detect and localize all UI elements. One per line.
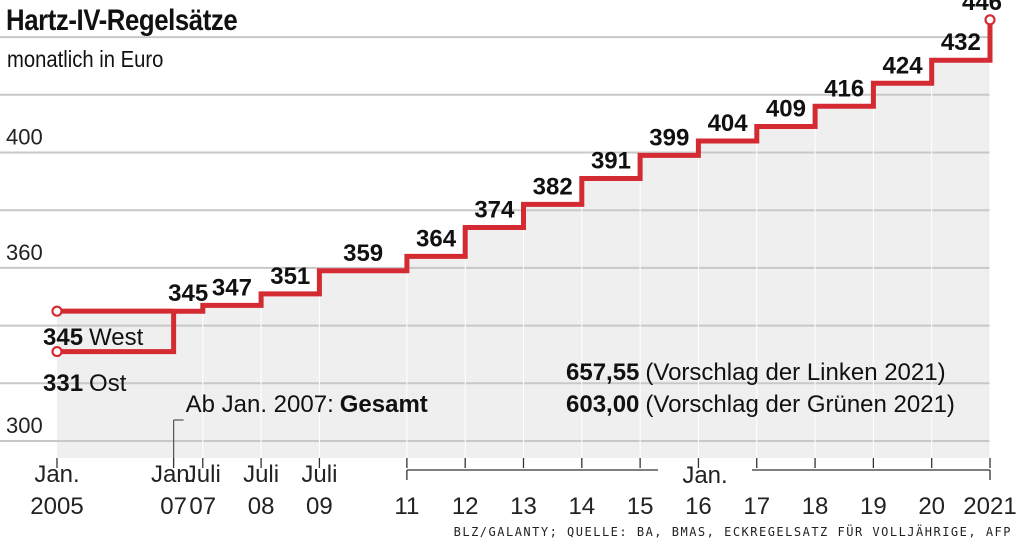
x-tick-label-top: Juli (301, 461, 337, 488)
ost-annotation: 331 Ost (43, 370, 127, 397)
x-tick-label: 2021 (963, 493, 1016, 520)
chart-subtitle: monatlich in Euro (7, 46, 164, 72)
west-value: 345 (43, 324, 83, 351)
linke-proposal: 657,55 (Vorschlag der Linken 2021) (566, 359, 946, 386)
ost-label: Ost (89, 370, 127, 397)
data-label-404: 404 (708, 110, 749, 137)
data-label-432: 432 (941, 29, 981, 56)
source-credit: BLZ/GALANTY; QUELLE: BA, BMAS, ECKREGELS… (453, 525, 1012, 539)
data-label-399: 399 (649, 124, 689, 151)
data-label-351: 351 (270, 263, 310, 290)
data-label-345: 345 (168, 280, 208, 307)
data-label-416: 416 (824, 75, 864, 102)
x-tick-label-top: Jan. (34, 461, 79, 488)
series-line-ost (57, 311, 177, 355)
series-line-gesamt (173, 19, 993, 314)
x-tick-label: 12 (452, 493, 479, 520)
x-tick-label: 14 (568, 493, 595, 520)
x-tick-label: 15 (627, 493, 654, 520)
x-tick-label: 18 (802, 493, 829, 520)
y-tick-label-400: 400 (6, 125, 43, 150)
ost-value: 331 (43, 370, 83, 397)
linke-label: (Vorschlag der Linken 2021) (645, 359, 945, 386)
x-tick-label: 17 (743, 493, 770, 520)
gesamt-prefix: Ab Jan. 2007: (186, 391, 334, 418)
x-tick-label-top: Jan. (151, 461, 196, 488)
x-tick-label: 08 (248, 493, 275, 520)
y-tick-label-360: 360 (6, 240, 43, 265)
data-label-446: 446 (962, 0, 1002, 16)
data-label-374: 374 (474, 197, 515, 224)
data-label-424: 424 (883, 52, 924, 79)
gesamt-annotation: Ab Jan. 2007: Gesamt (186, 391, 428, 418)
gesamt-bold: Gesamt (340, 391, 428, 418)
x-tick-label-top: Juli (243, 461, 279, 488)
gruene-label: (Vorschlag der Grünen 2021) (645, 391, 955, 418)
endpoint-marker (51, 305, 63, 317)
x-tick-label: 11 (394, 493, 419, 520)
gruene-value: 603,00 (566, 391, 639, 418)
x-tick-label: 07 (160, 493, 187, 520)
x-tick-label: 09 (306, 493, 333, 520)
linke-value: 657,55 (566, 359, 639, 386)
data-label-359: 359 (343, 240, 383, 267)
x-bracket-label: Jan. (682, 462, 727, 489)
x-tick-label: 20 (918, 493, 945, 520)
x-tick-label: 2005 (30, 493, 83, 520)
west-label: West (89, 324, 144, 351)
x-tick-label: 13 (510, 493, 537, 520)
x-tick-label: 19 (860, 493, 887, 520)
chart-title: Hartz-IV-Regelsätze (6, 4, 238, 37)
data-label-347: 347 (212, 274, 252, 301)
x-tick-label: 07 (189, 493, 216, 520)
data-label-409: 409 (766, 96, 806, 123)
data-label-382: 382 (533, 173, 573, 200)
gruene-proposal: 603,00 (Vorschlag der Grünen 2021) (566, 391, 955, 418)
endpoint-marker (984, 14, 996, 26)
data-label-364: 364 (416, 225, 457, 252)
x-tick-label: 16 (685, 493, 712, 520)
x-tick-label-top: Juli (185, 461, 221, 488)
endpoint-marker (51, 345, 63, 358)
west-annotation: 345 West (43, 324, 144, 351)
data-label-391: 391 (591, 147, 631, 174)
y-tick-label-300: 300 (6, 413, 43, 438)
